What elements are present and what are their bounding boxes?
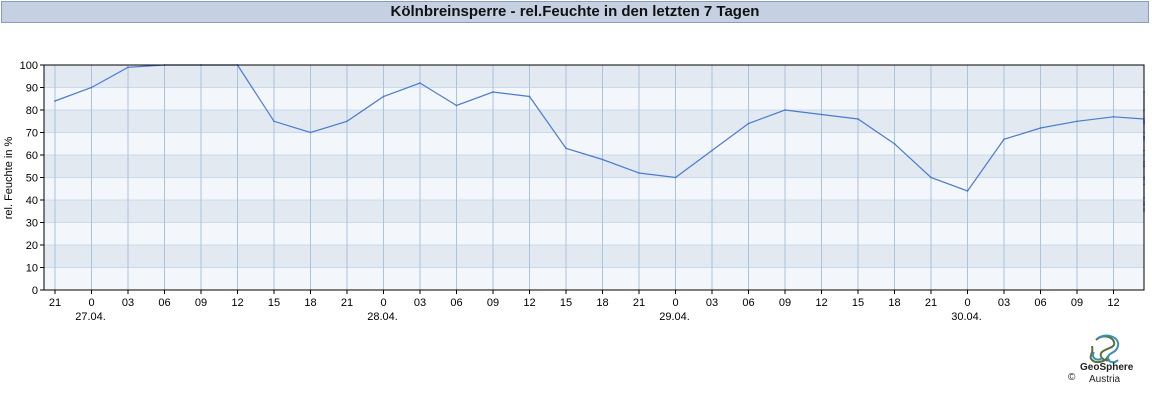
data-point (747, 122, 750, 125)
x-tick-label: 03 (998, 297, 1010, 309)
x-tick-label: 21 (633, 297, 645, 309)
data-point (90, 86, 93, 89)
x-tick-label: 0 (88, 297, 94, 309)
y-tick-label: 50 (26, 173, 38, 185)
data-point (893, 142, 896, 145)
y-tick-label: 90 (26, 83, 38, 95)
data-point (565, 147, 567, 150)
chart-axes (43, 64, 1145, 291)
x-date-label: 27.04. (75, 311, 106, 323)
band-8 (44, 87, 1144, 110)
data-point (966, 190, 969, 192)
data-point (54, 100, 56, 102)
x-tick-label: 18 (596, 297, 608, 309)
data-point (419, 82, 421, 84)
x-tick-label: 06 (450, 297, 462, 309)
data-point (346, 120, 348, 123)
band-7 (44, 110, 1144, 133)
data-point (1003, 138, 1005, 141)
x-tick-label: 09 (487, 297, 499, 309)
data-point (1039, 127, 1042, 129)
data-point (674, 176, 677, 179)
data-point (309, 131, 312, 134)
y-axis-label: rel. Feuchte in % (3, 137, 15, 220)
y-tick-label: 10 (26, 263, 38, 275)
chart-labels: 21 0 03 06 09 12 15 18 21 0 03 06 09 12 15 18 21 0 03 06 09 1… (20, 60, 1120, 323)
y-tick-label: 60 (26, 150, 38, 162)
y-tick-label: 20 (26, 240, 38, 252)
data-point (711, 149, 713, 152)
x-tick-label: 09 (779, 297, 791, 309)
x-tick-label: 12 (815, 297, 827, 309)
chart-title: Kölnbreinsperre - rel.Feuchte in den let… (1, 1, 1149, 23)
data-point (455, 104, 458, 107)
x-tick-label: 21 (341, 297, 353, 309)
x-tick-label: 06 (742, 297, 754, 309)
data-point (528, 95, 531, 98)
x-tick-label: 21 (49, 297, 61, 309)
x-tick-label: 09 (195, 297, 207, 309)
band-0 (44, 267, 1144, 290)
band-2 (44, 222, 1144, 245)
data-point (1076, 120, 1078, 123)
x-tick-label: 15 (852, 297, 864, 309)
copyright-symbol: © (1068, 372, 1076, 383)
x-date-label: 29.04. (659, 311, 690, 323)
y-tick-label: 100 (20, 60, 38, 72)
data-point (601, 158, 604, 161)
y-tick-label: 40 (26, 195, 38, 207)
x-tick-label: 12 (231, 297, 243, 309)
y-tick-label: 0 (32, 285, 38, 297)
x-tick-label: 15 (560, 297, 572, 309)
y-tick-label: 70 (26, 128, 38, 140)
x-tick-label: 18 (888, 297, 900, 309)
data-point (127, 66, 129, 69)
data-point (820, 113, 823, 116)
x-tick-label: 12 (523, 297, 535, 309)
x-date-label: 28.04. (367, 311, 398, 323)
band-6 (44, 132, 1144, 155)
x-tick-label: 0 (964, 297, 970, 309)
x-tick-label: 18 (304, 297, 316, 309)
data-point (784, 109, 786, 111)
x-tick-label: 03 (122, 297, 134, 309)
x-tick-label: 03 (706, 297, 718, 309)
y-tick-label: 80 (26, 105, 38, 117)
band-1 (44, 245, 1144, 268)
data-point (930, 176, 932, 179)
data-point (1112, 115, 1115, 118)
x-tick-label: 06 (158, 297, 170, 309)
x-tick-label: 06 (1034, 297, 1046, 309)
x-tick-label: 0 (380, 297, 386, 309)
band-9 (44, 65, 1144, 88)
data-point (492, 91, 494, 93)
brand-name: GeoSphere (1080, 362, 1134, 373)
x-tick-label: 03 (414, 297, 426, 309)
band-3 (44, 200, 1144, 223)
band-5 (44, 155, 1144, 178)
x-tick-label: 09 (1071, 297, 1083, 309)
x-tick-label: 21 (925, 297, 937, 309)
y-tick-label: 30 (26, 218, 38, 230)
x-tick-label: 0 (672, 297, 678, 309)
chart-bands (44, 65, 1144, 290)
data-point (273, 120, 275, 123)
data-point (382, 95, 385, 98)
data-point (638, 172, 640, 174)
chart-grid (40, 64, 1144, 294)
x-tick-label: 15 (268, 297, 280, 309)
geosphere-logo (1089, 334, 1120, 364)
data-point (857, 118, 859, 120)
plot-frame (43, 64, 1145, 291)
brand-sub: Austria (1089, 374, 1121, 385)
band-4 (44, 177, 1144, 200)
x-date-label: 30.04. (951, 311, 982, 323)
x-tick-label: 12 (1107, 297, 1119, 309)
